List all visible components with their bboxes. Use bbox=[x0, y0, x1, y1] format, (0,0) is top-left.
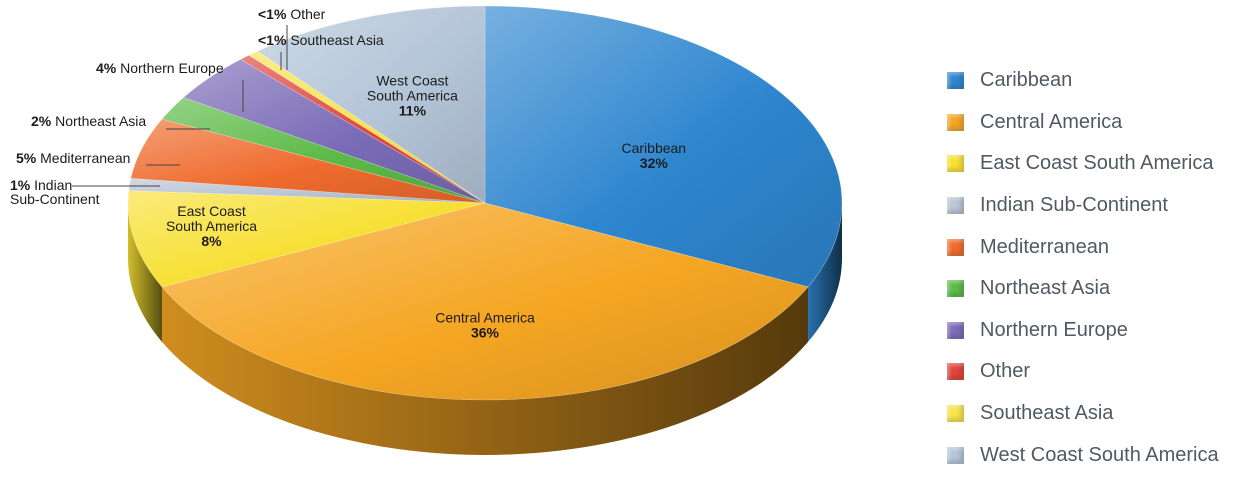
slice-label-pct: 11% bbox=[399, 103, 427, 119]
callout-label-mediterranean: 5% Mediterranean bbox=[16, 150, 130, 166]
legend-label: Northeast Asia bbox=[980, 277, 1111, 300]
callout-pct: 4% bbox=[96, 60, 120, 76]
legend-swatch bbox=[947, 113, 964, 131]
legend-label: Mediterranean bbox=[980, 235, 1109, 258]
legend-swatch bbox=[947, 238, 964, 256]
callout-pct: 2% bbox=[31, 113, 55, 129]
callout-label-indian-sub-continent: 1% Indian bbox=[10, 177, 72, 193]
legend-item-west-coast-south-america: West Coast South America bbox=[947, 434, 1260, 476]
chart-legend: Caribbean Central America East Coast South… bbox=[947, 60, 1260, 476]
legend-label: Southeast Asia bbox=[980, 402, 1114, 425]
callout-pct: 5% bbox=[16, 150, 40, 166]
legend-swatch bbox=[947, 321, 964, 339]
legend-swatch bbox=[947, 363, 964, 381]
pie-slice-east-coast-south-america bbox=[127, 190, 486, 288]
slice-label-pct: 32% bbox=[640, 155, 669, 171]
slice-label-name: Caribbean bbox=[621, 140, 686, 156]
pie-slice-west-coast-south-america bbox=[256, 5, 486, 204]
pie-slice-caribbean bbox=[484, 5, 843, 288]
pie-side-central-america bbox=[161, 286, 809, 455]
legend-item-mediterranean: Mediterranean bbox=[947, 226, 1260, 268]
pie-slice-northern-europe bbox=[182, 59, 486, 204]
callout-label-northern-europe: 4% Northern Europe bbox=[96, 60, 224, 76]
pie-side-walls bbox=[128, 203, 842, 455]
pie-side-caribbean bbox=[808, 203, 842, 342]
pie-slice-other bbox=[239, 54, 486, 204]
legend-item-indian-sub-continent: Indian Sub-Continent bbox=[947, 185, 1260, 227]
callout-pct: 1% bbox=[10, 177, 34, 193]
legend-swatch bbox=[947, 405, 964, 423]
legend-label: West Coast South America bbox=[980, 443, 1219, 466]
legend-label: Caribbean bbox=[980, 69, 1073, 92]
legend-label: Other bbox=[980, 360, 1031, 383]
callout-label-other: <1% Other bbox=[258, 6, 326, 22]
legend-label: East Coast South America bbox=[980, 152, 1214, 175]
pie-slices bbox=[127, 5, 843, 401]
slice-label-name: South America bbox=[166, 218, 257, 234]
legend-swatch bbox=[947, 280, 964, 298]
slice-label-name: Central America bbox=[435, 310, 535, 326]
callout-pct: <1% bbox=[258, 6, 290, 22]
legend-swatch bbox=[947, 72, 964, 90]
callouts: <1% Other <1% Southeast Asia 4% Northern E… bbox=[10, 6, 384, 207]
legend-label: Northern Europe bbox=[980, 318, 1128, 341]
pie-slice-mediterranean bbox=[130, 118, 486, 204]
pie-slice-southeast-asia bbox=[248, 50, 486, 204]
slice-label-pct: 36% bbox=[471, 325, 500, 341]
pie-slice-indian-sub-continent bbox=[128, 177, 486, 204]
legend-swatch bbox=[947, 155, 964, 173]
pie-slice-central-america bbox=[161, 202, 809, 401]
legend-item-northeast-asia: Northeast Asia bbox=[947, 268, 1260, 310]
slice-label-name: South America bbox=[367, 88, 458, 104]
legend-item-east-coast-south-america: East Coast South America bbox=[947, 143, 1260, 185]
legend-item-caribbean: Caribbean bbox=[947, 60, 1260, 102]
legend-label: Indian Sub-Continent bbox=[980, 194, 1168, 217]
pie-slice-northeast-asia bbox=[161, 97, 486, 204]
pie-side-east-coast-south-america bbox=[128, 203, 162, 342]
legend-label: Central America bbox=[980, 110, 1123, 133]
slice-label-pct: 8% bbox=[201, 233, 222, 249]
legend-item-northern-europe: Northern Europe bbox=[947, 310, 1260, 352]
slice-label-name: West Coast bbox=[376, 73, 448, 89]
slice-label-name: East Coast bbox=[177, 203, 246, 219]
callout-label-southeast-asia: <1% Southeast Asia bbox=[258, 32, 384, 48]
legend-item-other: Other bbox=[947, 351, 1260, 393]
callout-label-indian-sub-continent: Sub-Continent bbox=[10, 191, 100, 207]
legend-swatch bbox=[947, 446, 964, 464]
legend-item-central-america: Central America bbox=[947, 102, 1260, 144]
callout-label-northeast-asia: 2% Northeast Asia bbox=[31, 113, 146, 129]
legend-item-southeast-asia: Southeast Asia bbox=[947, 393, 1260, 435]
legend-swatch bbox=[947, 197, 964, 215]
callout-pct: <1% bbox=[258, 32, 290, 48]
